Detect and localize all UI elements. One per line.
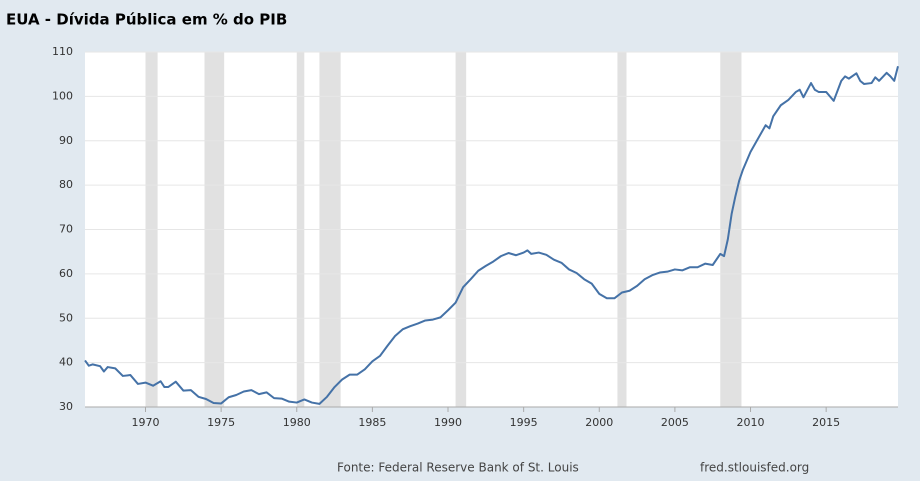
x-tick-label: 1975 — [207, 416, 235, 429]
y-tick-label: 50 — [59, 311, 73, 324]
y-tick-label: 40 — [59, 356, 73, 369]
x-tick-label: 1995 — [510, 416, 538, 429]
y-tick-label: 80 — [59, 178, 73, 191]
source: Fonte: Federal Reserve Bank of St. Louis — [337, 461, 579, 475]
x-tick-label: 1985 — [358, 416, 386, 429]
x-tick-label: 2005 — [661, 416, 689, 429]
x-tick-label: 1980 — [283, 416, 311, 429]
x-tick-label: 1970 — [132, 416, 160, 429]
y-tick-label: 110 — [52, 45, 73, 58]
y-tick-label: 70 — [59, 223, 73, 236]
y-tick-label: 90 — [59, 134, 73, 147]
y-tick-label: 60 — [59, 267, 73, 280]
x-tick-label: 2000 — [585, 416, 613, 429]
site: fred.stlouisfed.org — [700, 461, 809, 475]
x-tick-label: 2015 — [812, 416, 840, 429]
y-tick-label: 30 — [59, 400, 73, 413]
line-series — [84, 65, 899, 405]
chart-title: EUA - Dívida Pública em % do PIB — [6, 11, 287, 29]
x-tick-label: 1990 — [434, 416, 462, 429]
y-tick-label: 100 — [52, 89, 73, 102]
x-tick-label: 2010 — [737, 416, 765, 429]
